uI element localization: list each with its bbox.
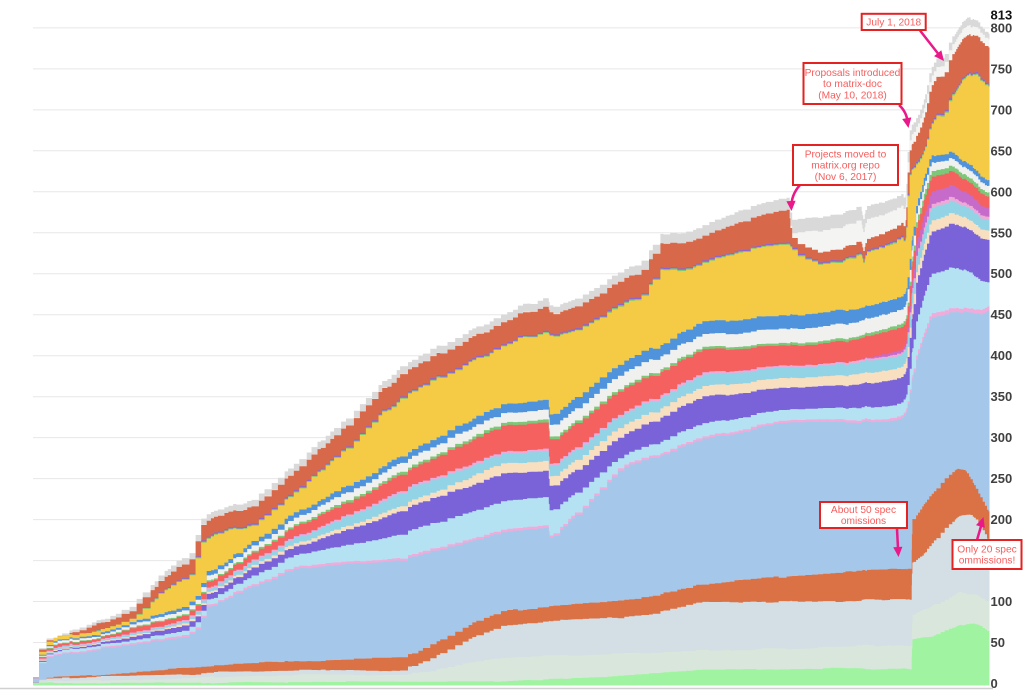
svg-text:200: 200 (991, 512, 1013, 527)
svg-text:(May 10, 2018): (May 10, 2018) (818, 90, 887, 101)
svg-text:to matrix-doc: to matrix-doc (823, 79, 882, 90)
svg-text:July 1, 2018: July 1, 2018 (866, 18, 921, 29)
svg-text:750: 750 (991, 61, 1013, 76)
svg-text:350: 350 (991, 389, 1013, 404)
svg-text:Projects moved to: Projects moved to (805, 149, 887, 160)
svg-text:100: 100 (991, 594, 1013, 609)
svg-text:550: 550 (991, 225, 1013, 240)
svg-text:omissions: omissions (841, 516, 886, 527)
svg-text:500: 500 (991, 266, 1013, 281)
svg-text:0: 0 (991, 676, 998, 691)
svg-text:Proposals introduced: Proposals introduced (805, 68, 901, 79)
svg-text:250: 250 (991, 471, 1013, 486)
svg-text:matrix.org repo: matrix.org repo (811, 161, 880, 172)
svg-text:About 50 spec: About 50 spec (831, 505, 896, 516)
svg-text:50: 50 (991, 635, 1005, 650)
svg-text:800: 800 (991, 20, 1013, 35)
svg-text:300: 300 (991, 430, 1013, 445)
svg-text:600: 600 (991, 184, 1013, 199)
svg-text:(Nov 6, 2017): (Nov 6, 2017) (815, 172, 877, 183)
svg-text:Only 20 spec: Only 20 spec (957, 544, 1016, 555)
svg-text:450: 450 (991, 307, 1013, 322)
svg-text:650: 650 (991, 143, 1013, 158)
svg-text:ommissions!: ommissions! (959, 556, 1016, 567)
svg-text:400: 400 (991, 348, 1013, 363)
svg-text:813: 813 (991, 8, 1013, 23)
svg-text:700: 700 (991, 102, 1013, 117)
